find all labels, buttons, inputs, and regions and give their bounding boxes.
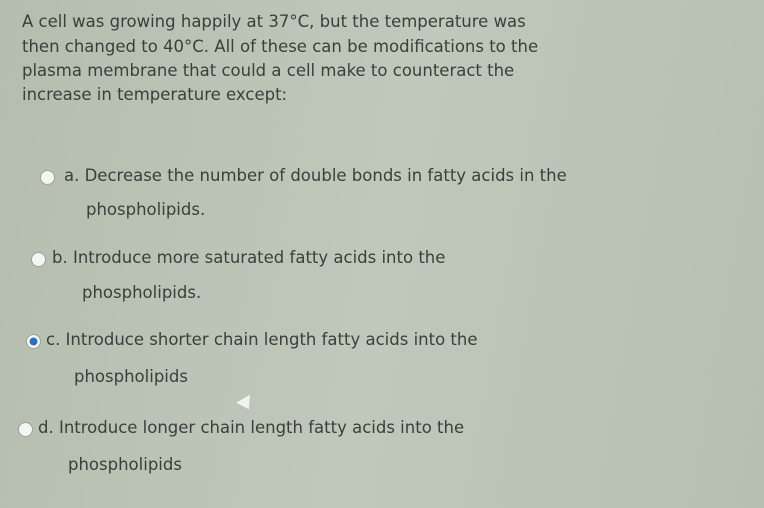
radio-button-selected[interactable] (26, 334, 41, 349)
option-text[interactable]: phospholipids (68, 455, 182, 474)
radio-button[interactable] (31, 252, 46, 267)
radio-button[interactable] (40, 170, 55, 185)
question-line: plasma membrane that could a cell make t… (22, 61, 515, 80)
option-text[interactable]: a. Decrease the number of double bonds i… (64, 166, 567, 185)
option-text[interactable]: d. Introduce longer chain length fatty a… (38, 418, 465, 437)
option-text[interactable]: phospholipids. (82, 283, 202, 302)
option-text[interactable]: phospholipids (74, 367, 188, 386)
option-text[interactable]: b. Introduce more saturated fatty acids … (52, 248, 446, 267)
question-line: A cell was growing happily at 37°C, but … (22, 12, 526, 31)
option-text[interactable]: phospholipids. (86, 200, 206, 219)
question-line: then changed to 40°C. All of these can b… (22, 37, 539, 56)
mouse-cursor (236, 394, 256, 414)
option-text[interactable]: c. Introduce shorter chain length fatty … (46, 330, 478, 349)
radio-button[interactable] (18, 422, 33, 437)
question-line: increase in temperature except: (22, 85, 288, 104)
